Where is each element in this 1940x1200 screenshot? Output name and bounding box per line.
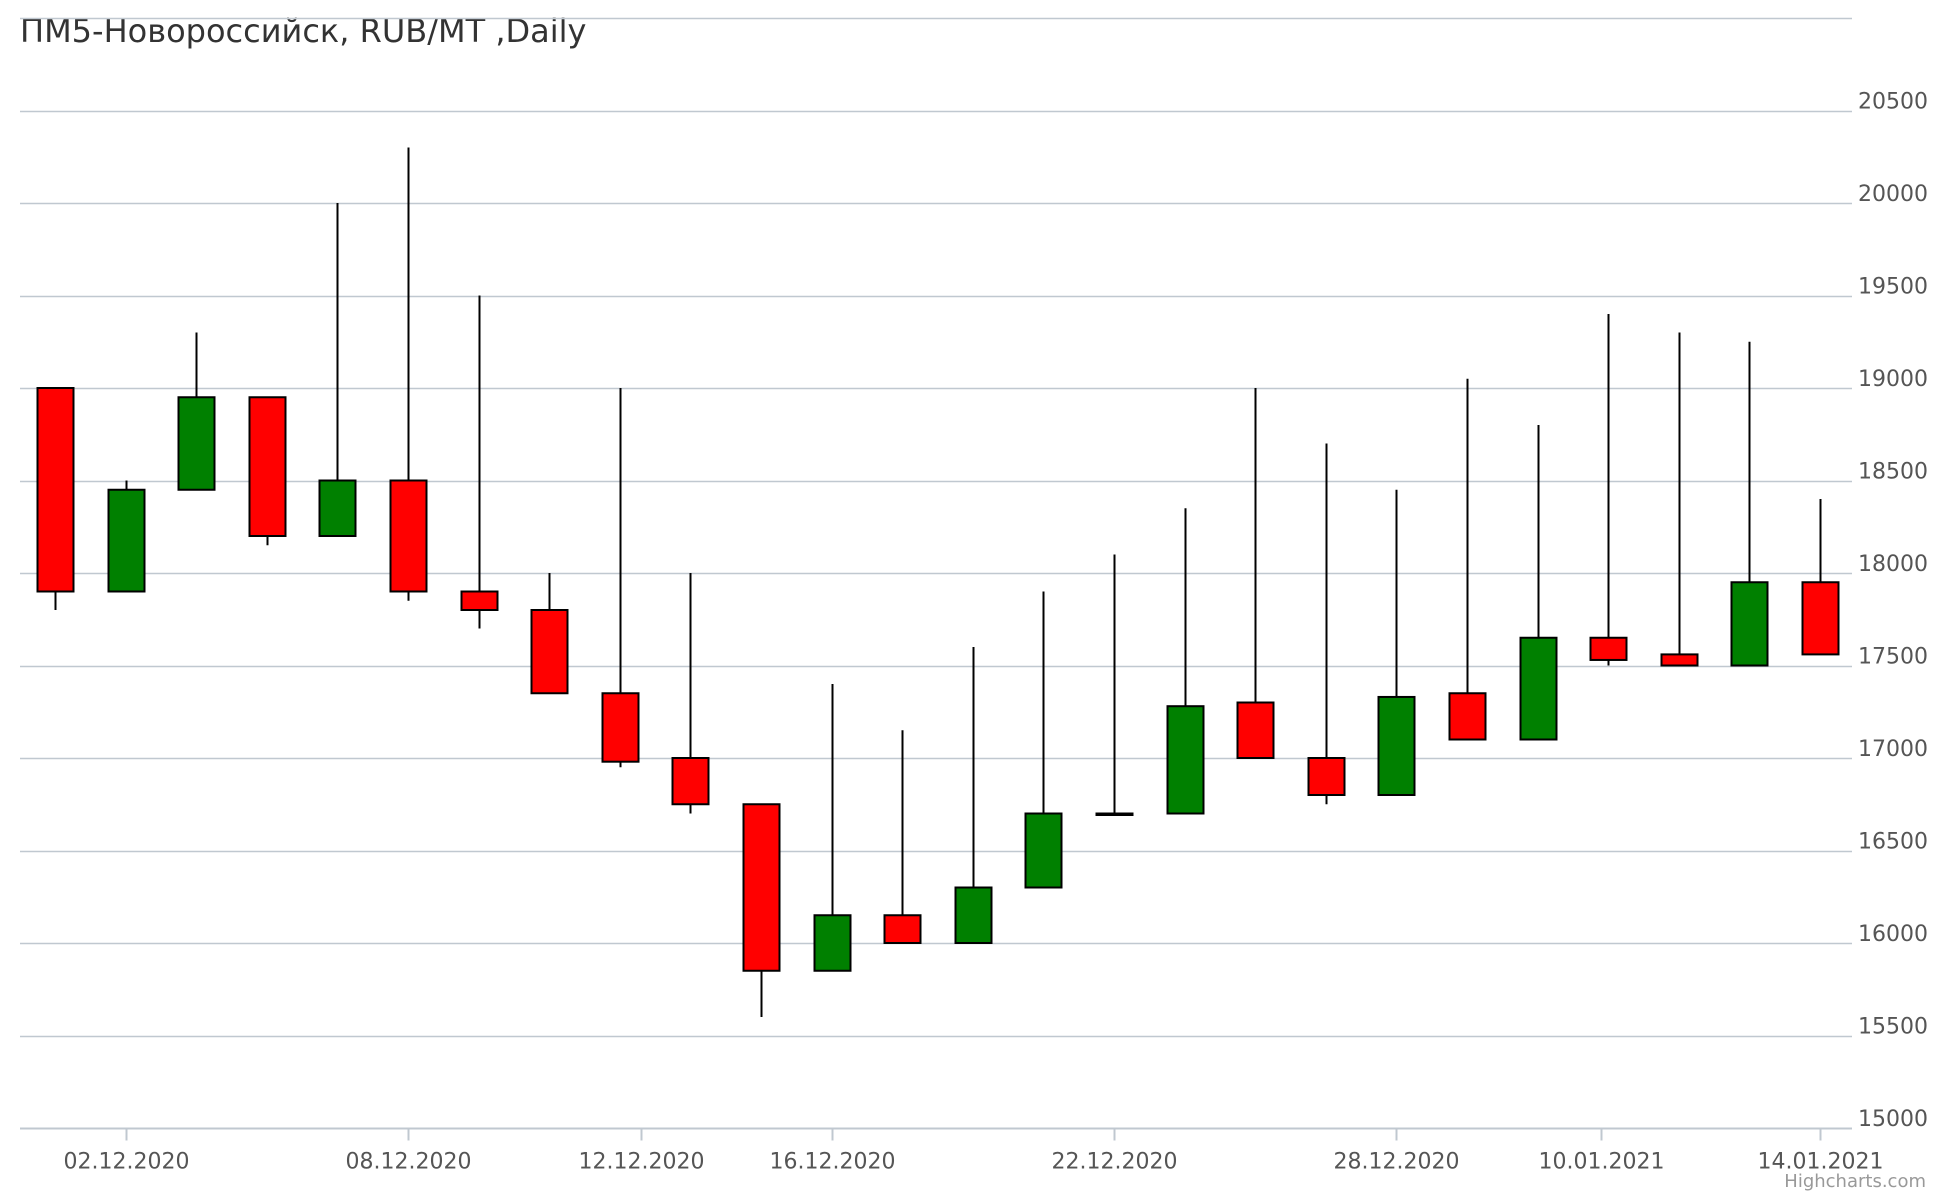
candle-body (318, 479, 357, 537)
candle-body (107, 488, 146, 593)
candle-body (1307, 757, 1346, 796)
x-tick-label: 14.01.2021 (1758, 1150, 1884, 1175)
candle (318, 203, 357, 537)
candle (1377, 489, 1416, 797)
x-tick-label: 16.12.2020 (770, 1150, 896, 1175)
candle (954, 647, 993, 944)
y-tick-label: 16000 (1858, 922, 1928, 947)
y-tick-label: 15000 (1858, 1107, 1928, 1132)
y-tick-label: 17500 (1858, 645, 1928, 670)
x-tick-label: 12.12.2020 (579, 1150, 705, 1175)
candle (248, 396, 287, 546)
candle (460, 295, 499, 629)
candle-body (883, 914, 922, 944)
candle-body (1236, 701, 1275, 759)
y-tick-label: 19000 (1858, 367, 1928, 392)
candle (1307, 443, 1346, 805)
candle (883, 730, 922, 944)
candle (107, 480, 146, 593)
candle (1024, 591, 1063, 889)
candle-body (389, 479, 428, 593)
candle (1589, 314, 1628, 666)
candle-body (1589, 636, 1628, 661)
candle (1519, 425, 1558, 741)
y-tick-label: 17000 (1858, 737, 1928, 762)
grid-lines (20, 17, 1852, 1038)
y-tick-label: 18000 (1858, 552, 1928, 577)
candle (671, 573, 710, 814)
candle-body (460, 590, 499, 611)
candle-body (1095, 812, 1134, 816)
candle-body (671, 757, 710, 806)
candle-body (248, 396, 287, 537)
candle-body (1730, 581, 1769, 667)
candle (1166, 508, 1205, 815)
y-tick-label: 20000 (1858, 182, 1928, 207)
candle (813, 684, 852, 972)
candle (1095, 554, 1134, 816)
highcharts-credits[interactable]: Highcharts.com (1784, 1171, 1926, 1192)
candle-body (954, 886, 993, 944)
candles (36, 147, 1840, 1017)
x-tick-label: 22.12.2020 (1052, 1150, 1178, 1175)
candle (1730, 341, 1769, 667)
candle-body (1801, 581, 1840, 656)
x-tick-label: 08.12.2020 (346, 1150, 472, 1175)
candle (1660, 332, 1699, 667)
y-axis: 15000 15500 16000 16500 17000 17500 18000 18500… (1858, 90, 1928, 1133)
candle-body (530, 609, 569, 695)
candle-body (813, 914, 852, 972)
y-tick-label: 18500 (1858, 460, 1928, 485)
candle-body (1519, 636, 1558, 741)
candle-body (742, 803, 781, 972)
candle (742, 803, 781, 1017)
y-tick-label: 20500 (1858, 90, 1928, 115)
candle-body (36, 387, 75, 593)
x-tick-label: 28.12.2020 (1334, 1150, 1460, 1175)
candle-body (177, 396, 216, 491)
candle (36, 387, 75, 610)
candle-body (1660, 653, 1699, 667)
candle-body (1166, 705, 1205, 815)
candle (1448, 378, 1487, 741)
candle-body (1377, 695, 1416, 797)
y-tick-label: 19500 (1858, 275, 1928, 300)
x-tick-label: 02.12.2020 (64, 1150, 190, 1175)
candle-body (1448, 692, 1487, 741)
y-tick-label: 15500 (1858, 1015, 1928, 1040)
x-tick-label: 10.01.2021 (1539, 1150, 1665, 1175)
y-tick-label: 16500 (1858, 830, 1928, 855)
candle (530, 573, 569, 695)
candle-body (1024, 812, 1063, 889)
candle (389, 147, 428, 601)
x-axis: 02.12.2020 08.12.2020 12.12.2020 16.12.2020… (20, 1127, 1884, 1175)
candle (1236, 388, 1275, 759)
candle (601, 388, 640, 768)
candle-body (601, 692, 640, 763)
candle (1801, 499, 1840, 656)
candle (177, 332, 216, 491)
